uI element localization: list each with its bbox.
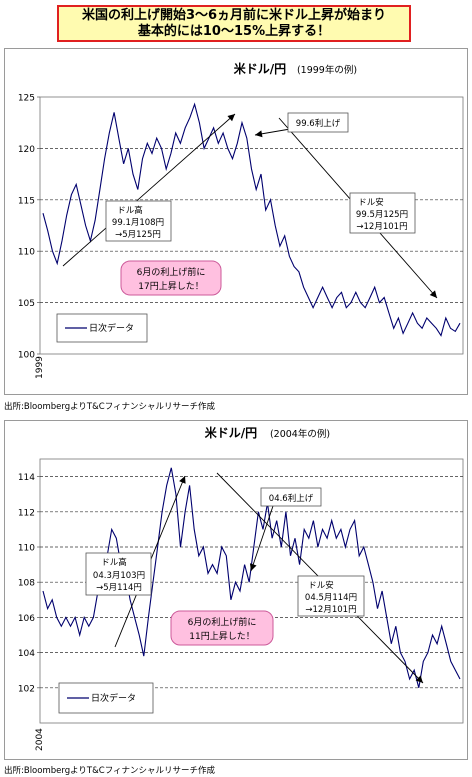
legend: 日次データ	[56, 313, 148, 343]
chart-subtitle: (1999年の例)	[297, 64, 357, 76]
highlight-bubble: 6月の利上げ前に 17円上昇した！	[120, 260, 222, 296]
y-tick-label: 114	[18, 473, 35, 483]
rate-hike-arrow-head	[255, 130, 263, 138]
bubble-line1: 6月の利上げ前に	[137, 266, 206, 278]
y-tick-label: 104	[18, 649, 35, 659]
plot-area	[39, 96, 464, 355]
plot-area	[39, 458, 464, 724]
usd-weak-title: ドル安	[308, 580, 334, 591]
headline-line-2: 基本的には10～15%上昇する！	[137, 24, 331, 39]
chart-panel-1999: 米ドル/円 (1999年の例) 100 105 110 115 120 125 1999 …	[4, 48, 468, 395]
usd-weak-callout: ドル安 99.5月125円 →12月101円	[349, 192, 416, 234]
usd-weak-line1: 99.5月125円	[356, 210, 408, 220]
usd-weak-line1: 04.5月114円	[305, 593, 357, 603]
legend-label: 日次データ	[89, 322, 134, 334]
y-axis-ticks: 100 105 110 115 120 125	[18, 94, 40, 361]
highlight-bubble: 6月の利上げ前に 11円上昇した！	[170, 610, 274, 646]
y-axis-ticks: 102 104 106 108 110 112 114	[18, 473, 40, 694]
headline-line-1: 米国の利上げ開始3～6ヵ月前に米ドル上昇が始まり	[81, 8, 387, 23]
bubble-line1: 6月の利上げ前に	[188, 616, 257, 628]
usd-strong-line2: →5月114円	[96, 583, 142, 593]
usd-strong-title: ドル高	[117, 205, 143, 216]
y-tick-label: 108	[18, 579, 35, 589]
rate-hike-callout: 99.6利上げ	[287, 112, 349, 133]
source-note-2: 出所:BloombergよりT&Cフィナンシャルリサーチ作成	[4, 766, 216, 776]
usd-strong-arrow	[62, 113, 236, 267]
usd-weak-line2: →12月101円	[305, 605, 356, 615]
chart-2004: 米ドル/円 (2004年の例) 102 104 106 108 110 112 114 20…	[18, 425, 464, 751]
rate-hike-label: 04.6利上げ	[269, 493, 314, 504]
y-tick-label: 100	[18, 351, 35, 361]
chart-title: 米ドル/円	[234, 61, 286, 76]
usd-strong-line2: →5月125円	[115, 230, 161, 240]
y-tick-label: 110	[18, 248, 35, 258]
y-tick-label: 112	[18, 508, 35, 518]
chart-subtitle: (2004年の例)	[270, 428, 330, 440]
x-axis-year-label: 1999	[35, 356, 45, 379]
legend-label: 日次データ	[91, 692, 136, 704]
source-note-1: 出所:BloombergよりT&Cフィナンシャルリサーチ作成	[4, 402, 216, 412]
usd-strong-line1: 99.1月108円	[112, 218, 164, 228]
usd-strong-title: ドル高	[101, 557, 127, 568]
chart-title: 米ドル/円	[205, 425, 257, 440]
y-tick-label: 120	[18, 145, 35, 155]
usd-weak-title: ドル安	[358, 197, 384, 208]
y-tick-label: 105	[18, 299, 35, 309]
rate-hike-label: 99.6利上げ	[296, 118, 341, 129]
usd-weak-arrow-head	[415, 675, 423, 683]
bubble-line2: 11円上昇した！	[189, 631, 254, 642]
y-tick-label: 106	[18, 614, 35, 624]
bubble-line2: 17円上昇した！	[138, 281, 203, 292]
y-tick-label: 110	[18, 544, 35, 554]
headline-banner: 米国の利上げ開始3～6ヵ月前に米ドル上昇が始まり 基本的には10～15%上昇する…	[57, 5, 411, 42]
usd-weak-arrow-head	[429, 290, 437, 298]
rate-hike-arrow-head	[249, 563, 257, 571]
usd-strong-callout: ドル高 04.3月103円 →5月114円	[85, 552, 152, 596]
usd-strong-arrow-head	[227, 114, 235, 122]
rate-hike-arrow	[250, 505, 274, 572]
y-tick-label: 125	[18, 94, 35, 104]
x-axis-year-label: 2004	[35, 728, 45, 751]
series-line	[42, 102, 461, 337]
chart-panel-2004: 米ドル/円 (2004年の例) 102 104 106 108 110 112 114 20…	[4, 420, 468, 760]
y-tick-label: 115	[18, 196, 35, 206]
usd-weak-callout: ドル安 04.5月114円 →12月101円	[297, 575, 365, 617]
usd-strong-line1: 04.3月103円	[93, 571, 145, 581]
y-tick-label: 102	[18, 684, 35, 694]
annotation-arrows	[62, 113, 438, 299]
rate-hike-callout: 04.6利上げ	[260, 487, 322, 507]
usd-weak-line2: →12月101円	[356, 222, 407, 232]
usd-strong-arrow-head	[179, 476, 186, 484]
legend: 日次データ	[58, 682, 154, 714]
usd-strong-callout: ドル高 99.1月108円 →5月125円	[105, 200, 172, 242]
